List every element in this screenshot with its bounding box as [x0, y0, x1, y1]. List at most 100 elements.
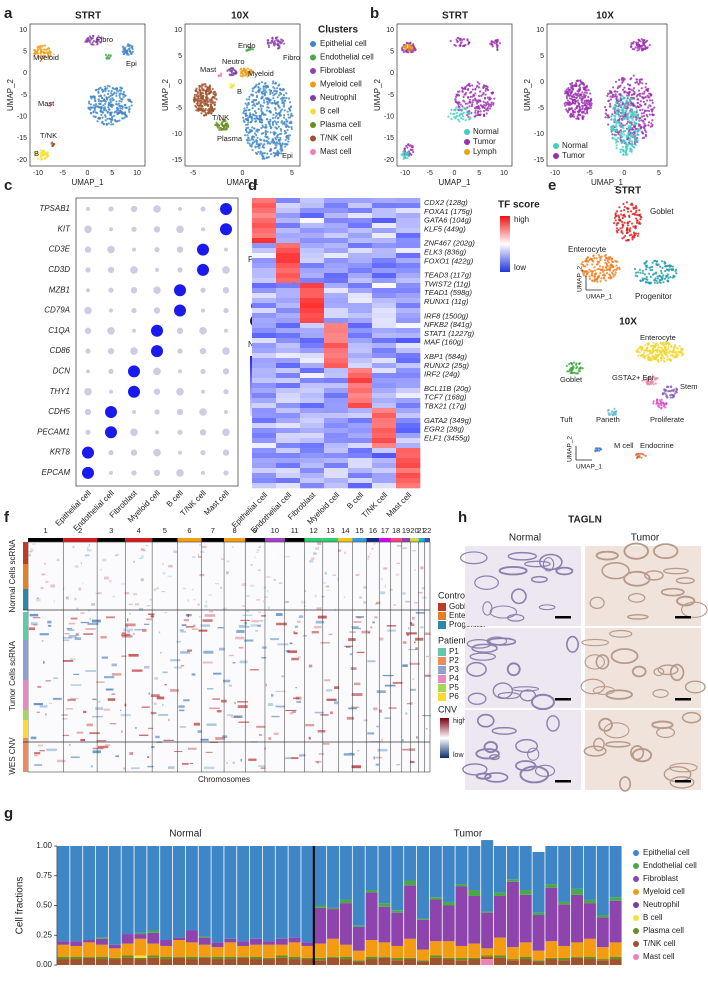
cell-dot	[665, 268, 669, 271]
expression-dot	[223, 389, 229, 395]
cnv-signal	[349, 752, 352, 754]
cell-dot	[635, 232, 638, 235]
cnv-signal	[33, 703, 43, 706]
cell-dot	[574, 363, 578, 366]
cell-dot	[413, 46, 416, 50]
cnv-signal	[197, 603, 200, 606]
heatmap-cell	[372, 198, 397, 204]
heatmap-cell	[300, 308, 325, 314]
cnv-signal	[276, 622, 287, 626]
cell-dot	[285, 92, 288, 95]
cell-dot	[412, 150, 415, 154]
cell-dot	[479, 110, 482, 113]
chromosome-label: 17	[381, 526, 389, 535]
heatmap-cell	[372, 288, 397, 294]
legend-label: Tumor	[562, 151, 585, 160]
heatmap-cell	[324, 308, 349, 314]
cell-dot	[260, 107, 263, 110]
cell-dot	[651, 119, 654, 122]
cell-dot	[204, 111, 207, 114]
cell-dot	[611, 113, 614, 116]
cell-dot	[610, 258, 613, 261]
cell-dot	[606, 409, 610, 412]
heatmap-cell	[252, 228, 277, 234]
cnv-signal	[34, 764, 43, 766]
cell-dot	[202, 102, 205, 105]
cell-dot	[637, 354, 640, 357]
cell-dot	[271, 36, 274, 40]
cell-dot	[109, 55, 112, 58]
heatmap-cell	[252, 378, 277, 384]
cell-dot	[94, 103, 97, 106]
cell-dot	[622, 153, 625, 156]
cell-dot	[599, 259, 602, 262]
cell-dot	[273, 131, 276, 134]
cell-dot	[572, 113, 575, 116]
heatmap-cell	[252, 223, 277, 229]
cell-dot	[627, 91, 630, 94]
cnv-signal	[256, 548, 260, 551]
cell-dot	[611, 410, 614, 413]
heatmap-cell	[396, 353, 421, 359]
heatmap-cell	[300, 403, 325, 409]
heatmap-cell	[276, 278, 301, 284]
cell-dot	[111, 86, 114, 90]
cell-dot	[635, 114, 639, 118]
cell-dot	[610, 276, 613, 279]
cell-dot	[647, 358, 651, 361]
heatmap-cell	[300, 323, 325, 329]
heatmap-cell	[348, 353, 373, 359]
cell-dot	[269, 92, 272, 96]
heatmap-cell	[348, 268, 373, 274]
cell-dot	[658, 345, 661, 349]
cell-dot	[626, 106, 629, 109]
cell-dot	[604, 116, 607, 119]
cell-dot	[623, 133, 626, 136]
cell-dot	[636, 49, 639, 52]
heatmap-cell	[372, 268, 397, 274]
cnv-signal	[41, 640, 44, 642]
cell-dot	[402, 157, 405, 160]
cell-dot	[609, 274, 612, 277]
legend-label: Tumor	[473, 137, 496, 146]
cell-dot	[94, 111, 98, 114]
legend-swatch	[310, 108, 316, 115]
cell-dot	[278, 94, 281, 97]
cnv-signal	[208, 594, 213, 596]
cnv-signal	[261, 646, 267, 649]
cell-dot	[244, 115, 248, 118]
cell-dot	[449, 112, 452, 115]
cell-dot	[637, 89, 641, 92]
cell-dot	[260, 142, 263, 145]
cnv-signal	[324, 679, 331, 682]
cnv-signal	[368, 631, 370, 634]
cell-dot	[645, 39, 649, 43]
cell-dot	[39, 158, 43, 161]
cell-dot	[118, 89, 121, 92]
heatmap-cell	[300, 278, 325, 284]
heatmap-cell	[348, 363, 373, 369]
heatmap-cell	[300, 408, 325, 414]
cell-dot	[213, 90, 217, 93]
cnv-signal	[50, 584, 56, 588]
cell-dot	[275, 127, 278, 130]
cell-dot	[643, 122, 646, 125]
cell-dot	[634, 453, 638, 456]
cell-dot	[581, 81, 584, 84]
cell-dot	[614, 124, 617, 127]
cnv-signal	[379, 637, 384, 641]
chromosome-label: 8	[233, 526, 237, 535]
cell-dot	[591, 270, 594, 273]
gene-label: EPCAM	[42, 468, 71, 477]
cell-dot	[645, 109, 649, 112]
cnv-signal	[147, 756, 150, 758]
cell-dot	[661, 355, 664, 358]
heatmap-cell	[348, 288, 373, 294]
heatmap-cell	[252, 273, 277, 279]
cell-dot	[100, 121, 104, 124]
cell-dot	[666, 279, 669, 282]
heatmap-cell	[396, 263, 421, 269]
cell-dot	[116, 119, 119, 123]
cell-dot	[649, 266, 652, 269]
cnv-signal	[114, 555, 117, 557]
